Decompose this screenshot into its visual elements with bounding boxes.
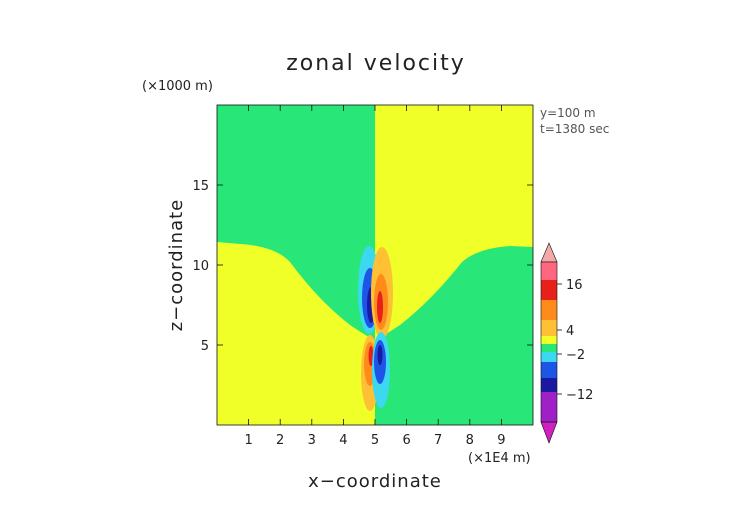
- colorbar-band-5: [541, 336, 557, 344]
- colorbar-top-arrow: [540, 242, 558, 263]
- x-tick-label: 6: [402, 433, 410, 448]
- x-tick-label: 4: [339, 433, 347, 448]
- colorbar-label: −12: [566, 388, 593, 403]
- colorbar-labels: 16 4 −2 −12: [557, 278, 593, 403]
- lower-left-positive-region: [217, 242, 375, 425]
- colorbar-band-9: [541, 378, 557, 392]
- plot-area: [216, 104, 534, 426]
- colorbar-label: 4: [566, 324, 574, 339]
- y-tick-label: 15: [192, 179, 209, 194]
- x-tick-label: 2: [276, 433, 284, 448]
- y-axis-ticks: 5 10 15: [192, 179, 533, 354]
- colorbar-band-3: [541, 300, 557, 320]
- x-tick-label: 1: [244, 433, 252, 448]
- colorbar-band-4: [541, 320, 557, 336]
- x-tick-label: 3: [308, 433, 316, 448]
- x-tick-label: 5: [371, 433, 379, 448]
- colorbar-band-8: [541, 362, 557, 378]
- y-unit-label: (×1000 m): [142, 79, 213, 94]
- y-axis-title: z−coordinate: [166, 199, 187, 332]
- x-tick-label: 9: [497, 433, 505, 448]
- x-axis-title: x−coordinate: [308, 471, 442, 492]
- y-tick-label: 10: [192, 259, 209, 274]
- upper-right-core: [377, 291, 383, 323]
- colorbar-band-6: [541, 344, 557, 352]
- annotation-y: y=100 m: [540, 106, 596, 120]
- colorbar-label: −2: [566, 348, 585, 363]
- x-unit-label: (×1E4 m): [468, 451, 531, 466]
- colorbar-band-2: [541, 280, 557, 300]
- chart-title: zonal velocity: [286, 51, 466, 76]
- colorbar-bottom-arrow: [540, 421, 558, 444]
- x-tick-label: 8: [466, 433, 474, 448]
- colorbar-band-7: [541, 352, 557, 362]
- x-axis-ticks: 1 2 3 4 5 6 7 8 9: [244, 105, 506, 448]
- colorbar-label: 16: [566, 278, 583, 293]
- x-tick-label: 7: [434, 433, 442, 448]
- annotation-time: t=1380 sec: [540, 122, 609, 136]
- lower-left-core: [368, 346, 374, 366]
- y-tick-label: 5: [201, 339, 209, 354]
- colorbar: 16 4 −2 −12: [540, 242, 593, 444]
- lower-right-negative-region: [375, 246, 533, 425]
- colorbar-frame: [540, 261, 558, 423]
- colorbar-band-1: [541, 262, 557, 280]
- colorbar-band-10: [541, 392, 557, 422]
- lower-right-core: [377, 345, 383, 365]
